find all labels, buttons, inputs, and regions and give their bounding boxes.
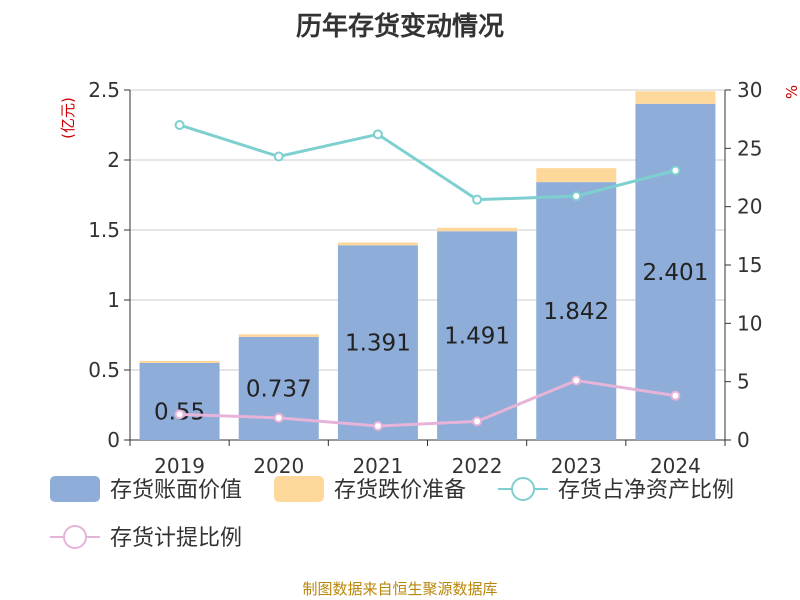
legend-label-net-asset-ratio: 存货占净资产比例 [558, 478, 734, 503]
line-point [174, 120, 185, 130]
line-provision-ratio [179, 378, 676, 428]
bar-impairment-reserve [536, 168, 617, 183]
legend-marker-net-asset-ratio [511, 477, 535, 501]
line-point [472, 416, 483, 427]
line-point [571, 375, 582, 386]
line-point [372, 129, 383, 140]
legend-label-provision-ratio: 存货计提比例 [110, 526, 242, 551]
x-tick-label: 2022 [452, 454, 503, 478]
x-tick-label: 2020 [253, 454, 304, 478]
bar-impairment-reserve [635, 91, 716, 104]
bar-impairment-reserve [139, 360, 220, 363]
line-point [273, 151, 284, 162]
bar-book-value [337, 245, 418, 440]
y-right-tick-label: 15 [737, 253, 762, 277]
bar-book-value [139, 363, 220, 440]
y-left-tick-label: 2 [107, 148, 120, 172]
bar-book-value [536, 182, 617, 440]
y-left-tick-label: 2.5 [88, 78, 120, 102]
y-left-tick-label: 1 [107, 288, 120, 312]
y-left-axis-label: (亿元) [59, 97, 77, 139]
chart-title: 历年存货变动情况 [295, 12, 504, 42]
y-right-tick-label: 25 [737, 136, 762, 160]
x-tick-label: 2019 [154, 454, 205, 478]
bar-book-value [437, 231, 518, 440]
y-right-tick-label: 10 [737, 311, 762, 335]
bar-data-label: 0.737 [246, 376, 312, 402]
x-tick-label: 2021 [352, 454, 403, 478]
source-note: 制图数据来自恒生聚源数据库 [302, 580, 498, 598]
y-right-tick-label: 20 [737, 195, 762, 219]
line-net-asset-ratio [179, 123, 676, 202]
bar-data-label: 1.842 [543, 299, 609, 325]
x-tick-label: 2024 [650, 454, 701, 478]
line-point [670, 165, 681, 176]
x-tick-label: 2023 [551, 454, 602, 478]
legend-marker-provision-ratio [63, 525, 87, 549]
line-point [670, 390, 681, 401]
bar-impairment-reserve [238, 334, 319, 337]
line-point [273, 412, 284, 423]
y-left-tick-label: 0 [107, 428, 120, 452]
y-right-tick-label: 0 [737, 428, 750, 452]
line-point [472, 194, 483, 205]
line-point [372, 421, 383, 431]
legend-swatch-book-value [50, 476, 100, 502]
y-right-tick-label: 5 [737, 370, 750, 394]
bar-impairment-reserve [437, 227, 518, 232]
legend-label-impairment-reserve: 存货跌价准备 [334, 478, 466, 503]
y-left-tick-label: 1.5 [88, 218, 120, 242]
legend-label-book-value: 存货账面价值 [110, 478, 242, 503]
y-right-axis-label: % [783, 85, 800, 99]
bar-data-label: 1.491 [444, 324, 510, 350]
line-point [571, 191, 582, 202]
y-right-tick-label: 30 [737, 78, 762, 102]
bar-data-label: 2.401 [642, 260, 708, 286]
bar-data-label: 1.391 [345, 331, 411, 357]
y-left-tick-label: 0.5 [88, 358, 120, 382]
legend-swatch-impairment-reserve [274, 476, 324, 502]
bar-book-value [635, 103, 716, 441]
line-point [174, 409, 185, 420]
bar-impairment-reserve [337, 242, 418, 246]
